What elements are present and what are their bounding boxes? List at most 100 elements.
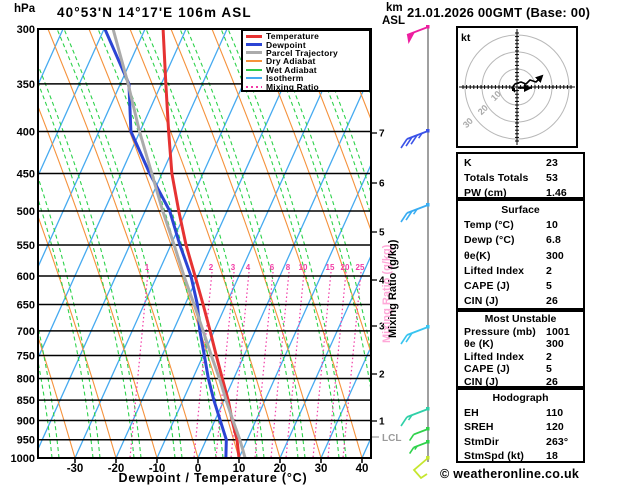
valid-datetime: 21.01.2026 00GMT (Base: 00)	[407, 5, 591, 20]
isotherm-line	[197, 71, 371, 458]
row-label: Lifted Index	[464, 264, 525, 277]
row-value: 10	[546, 219, 558, 232]
pressure-tick-label: 850	[17, 395, 35, 407]
legend-line-sample	[246, 43, 262, 47]
row-value: 23	[546, 157, 558, 169]
table-row: Lifted Index 2	[458, 351, 583, 364]
isotherm-line	[38, 29, 228, 451]
mixing-ratio-value-label: 3	[231, 263, 236, 272]
isotherm-line	[156, 29, 351, 458]
row-label: CIN (J)	[464, 375, 499, 388]
copyright: © weatheronline.co.uk	[440, 467, 580, 481]
wet-adiabat-line	[309, 29, 371, 195]
pressure-tick-label: 1000	[11, 453, 35, 465]
isotherm-line	[74, 29, 269, 458]
wet-adiabat-line	[38, 175, 101, 458]
pressure-tick-label: 700	[17, 326, 35, 338]
row-label: CIN (J)	[464, 295, 499, 308]
wet-adiabat-line	[0, 29, 18, 458]
hodograph-trace	[511, 74, 544, 93]
dry-adiabat-line	[252, 29, 371, 355]
dewpoint-trace	[103, 29, 228, 458]
dry-adiabat-line	[88, 29, 240, 458]
row-value: 5	[546, 363, 552, 376]
mixing-ratio-axis-label-shadow: Mixing Ratio (g/kg)	[381, 244, 393, 343]
table-section-header: Hodograph	[492, 392, 549, 404]
wind-barb-half-feather	[418, 132, 423, 139]
wet-adiabat-line	[227, 29, 347, 458]
legend-item: Isotherm	[243, 73, 369, 83]
wet-adiabat-line	[104, 29, 224, 458]
table-row: θe(K) 300	[458, 249, 583, 264]
km-tick-label: 7	[379, 129, 385, 140]
pressure-tick-label: 600	[17, 271, 35, 283]
row-label: θe (K)	[464, 338, 494, 351]
row-value: 300	[546, 338, 564, 351]
isotherm-line	[238, 163, 371, 458]
isotherm-line	[38, 29, 105, 178]
x-tick-label: 20	[274, 463, 287, 475]
wet-adiabat-line	[0, 29, 11, 458]
legend-item: Parcel Trajectory	[243, 47, 369, 58]
dry-adiabat-line	[170, 29, 322, 458]
table-row: CAPE (J) 5	[458, 279, 583, 294]
pressure-tick-label: 550	[17, 240, 35, 252]
row-label: Temp (°C)	[464, 219, 514, 232]
table-section: Hodograph EH 110 SREH 120 StmDir 263° StmSpd (k…	[456, 388, 585, 463]
x-tick-label: -10	[149, 463, 166, 475]
wind-barb-staff	[413, 441, 429, 449]
legend-label: Dewpoint	[266, 39, 306, 50]
x-tick-label: 10	[233, 463, 246, 475]
wet-adiabat-line	[63, 29, 183, 458]
table-row: CAPE (J) 5	[458, 363, 583, 376]
pressure-axis-unit: hPa	[14, 3, 36, 15]
legend-label: Dry Adiabat	[266, 56, 316, 67]
pressure-tick-label: 450	[17, 168, 35, 180]
table-row: StmDir 263°	[458, 435, 583, 450]
legend-label: Wet Adiabat	[266, 64, 317, 75]
row-label: θe(K)	[464, 249, 491, 262]
row-label: CAPE (J)	[464, 280, 510, 293]
wet-adiabat-line	[38, 81, 135, 458]
wind-barb-staff	[413, 428, 429, 436]
km-tick-label: 4	[379, 276, 385, 287]
table-row: StmSpd (kt) 18	[458, 449, 583, 464]
legend-label: Parcel Trajectory	[266, 47, 338, 58]
row-label: StmSpd (kt)	[464, 450, 525, 463]
table-row: CIN (J) 26	[458, 376, 583, 389]
row-label: K	[464, 157, 472, 169]
hodograph-unit-label: kt	[461, 32, 471, 44]
mixing-ratio-value-label: 8	[286, 263, 291, 272]
profile-traces	[103, 29, 247, 458]
wet-adiabat-line	[38, 197, 94, 458]
mixing-ratio-value-label: 25	[356, 263, 365, 272]
wet-adiabat-line	[590, 29, 629, 458]
mixing-ratio-line	[129, 271, 149, 458]
mixing-ratio-line	[254, 271, 274, 458]
row-value: 53	[546, 172, 558, 184]
isotherm-line	[320, 345, 371, 458]
plot-border	[37, 28, 372, 459]
lcl-label: LCL	[382, 433, 401, 444]
table-section: Surface Temp (°C) 10 Dewp (°C) 6.8 θe(K) 300 Li…	[456, 199, 585, 310]
row-label: Pressure (mb)	[464, 325, 536, 338]
x-tick-label: 0	[195, 463, 201, 475]
wind-barb-feather	[400, 334, 408, 345]
row-value: 1.46	[546, 187, 567, 199]
table-row: θe (K) 300	[458, 338, 583, 351]
row-label: SREH	[464, 421, 494, 434]
pressure-tick-label: 300	[17, 24, 35, 36]
table-row: Lifted Index 2	[458, 264, 583, 279]
wind-barb-feather	[405, 332, 413, 343]
row-value: 6.8	[546, 234, 561, 247]
row-label: StmDir	[464, 435, 500, 448]
row-label: EH	[464, 406, 479, 419]
row-value: 1001	[546, 325, 570, 338]
x-tick-label: -30	[67, 463, 84, 475]
legend-line-sample	[246, 68, 262, 71]
isotherm-line	[115, 29, 310, 458]
pressure-tick-label: 750	[17, 350, 35, 362]
wind-barb-staff	[406, 326, 429, 336]
axis-labels: 3003504004505005506006507007508008509009…	[11, 24, 385, 475]
